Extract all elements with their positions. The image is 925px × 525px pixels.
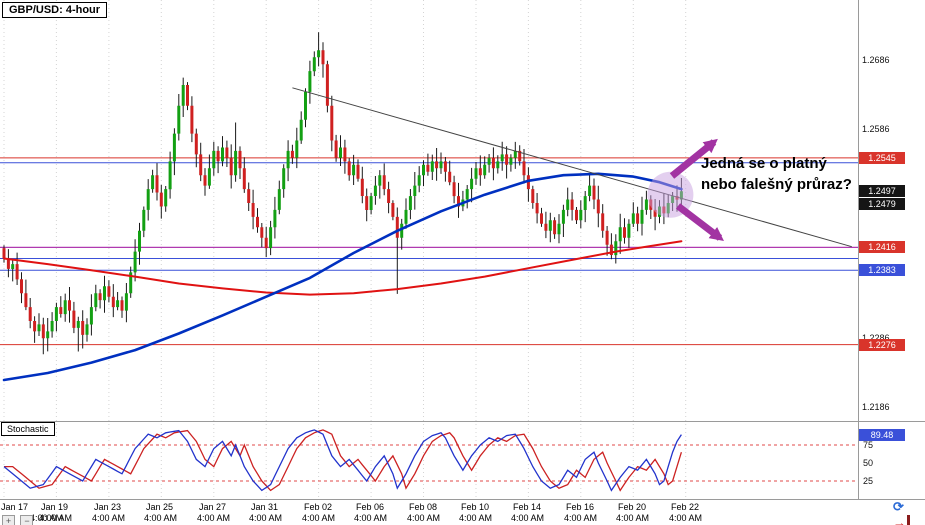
candle-wicks (3, 32, 682, 355)
stochastic-axis-label: 75 (863, 440, 874, 450)
time-label: 4:00 AM (669, 513, 703, 523)
date-label: Jan 23 (94, 502, 122, 512)
price-axis-label: 1.2586 (862, 124, 890, 134)
stochastic-signal-line (4, 429, 683, 492)
time-label: 4:00 AM (92, 513, 126, 523)
zoom-in-icon[interactable]: + (2, 515, 15, 525)
time-label: 4:00 AM (616, 513, 650, 523)
breakout-arrow-down (675, 203, 724, 242)
date-label: Jan 17 (1, 502, 29, 512)
price-badge: 1.2497 (859, 185, 905, 197)
price-badge: 1.2545 (859, 152, 905, 164)
annotation-line1: Jedná se o platný (701, 155, 827, 172)
moving-average-red[interactable] (3, 240, 683, 296)
time-label: 4:00 AM (407, 513, 441, 523)
breakout-arrow-up (669, 138, 718, 179)
date-label: Jan 27 (199, 502, 227, 512)
price-badge: 1.2276 (859, 339, 905, 351)
time-label: 4:00 AM (144, 513, 178, 523)
time-label: 4:00 AM (511, 513, 545, 523)
date-label: Feb 20 (618, 502, 647, 512)
price-axis-label: 1.2186 (862, 402, 890, 412)
price-axis-label: 1.2286 (862, 333, 890, 343)
annotation-text: Jedná se o platný nebo falešný průraz? (701, 153, 852, 195)
price-badge: 1.2416 (859, 241, 905, 253)
price-badge: 1.2479 (859, 198, 905, 210)
stochastic-value-badge: 89.48 (859, 429, 905, 441)
auto-scroll-icon[interactable]: ⟳ (893, 499, 904, 514)
time-label: 4:00 AM (249, 513, 283, 523)
stochastic-main-line (3, 429, 682, 492)
date-label: Jan 31 (251, 502, 279, 512)
trendline[interactable] (292, 87, 852, 248)
time-label: 4:00 AM (354, 513, 388, 523)
date-label: Feb 08 (409, 502, 438, 512)
date-label: Jan 19 (41, 502, 69, 512)
bullish-candles (11, 50, 683, 339)
stochastic-axis-label: 25 (863, 476, 874, 486)
chart-corner-tools: + − (2, 511, 34, 525)
price-axis-label: 1.2686 (862, 55, 890, 65)
date-label: Feb 22 (671, 502, 700, 512)
time-label: 4:00 AM (39, 513, 73, 523)
stochastic-axis-label: 50 (863, 458, 874, 468)
date-label: Feb 06 (356, 502, 385, 512)
zoom-out-icon[interactable]: − (20, 515, 34, 525)
date-label: Feb 10 (461, 502, 490, 512)
price-badge: 1.2383 (859, 264, 905, 276)
annotation-line2: nebo falešný průraz? (701, 176, 852, 193)
time-label: 4:00 AM (30, 513, 64, 523)
date-label: Jan 25 (146, 502, 174, 512)
time-label: 4:00 AM (564, 513, 598, 523)
date-label: Feb 14 (513, 502, 542, 512)
date-label: Feb 02 (304, 502, 333, 512)
gridlines (3, 0, 687, 499)
chart-shift-icon[interactable]: → (893, 515, 910, 525)
stochastic-label: Stochastic (1, 422, 55, 436)
chart-title: GBP/USD: 4-hour (2, 2, 108, 18)
time-label: 4:00 AM (459, 513, 493, 523)
time-label: 4:00 AM (197, 513, 231, 523)
moving-average-blue[interactable] (2, 172, 683, 382)
bearish-candles (2, 50, 679, 339)
chart-scroll-tools: ⟳ → (893, 499, 925, 525)
time-label: 4:00 AM (302, 513, 336, 523)
date-label: Feb 16 (566, 502, 595, 512)
